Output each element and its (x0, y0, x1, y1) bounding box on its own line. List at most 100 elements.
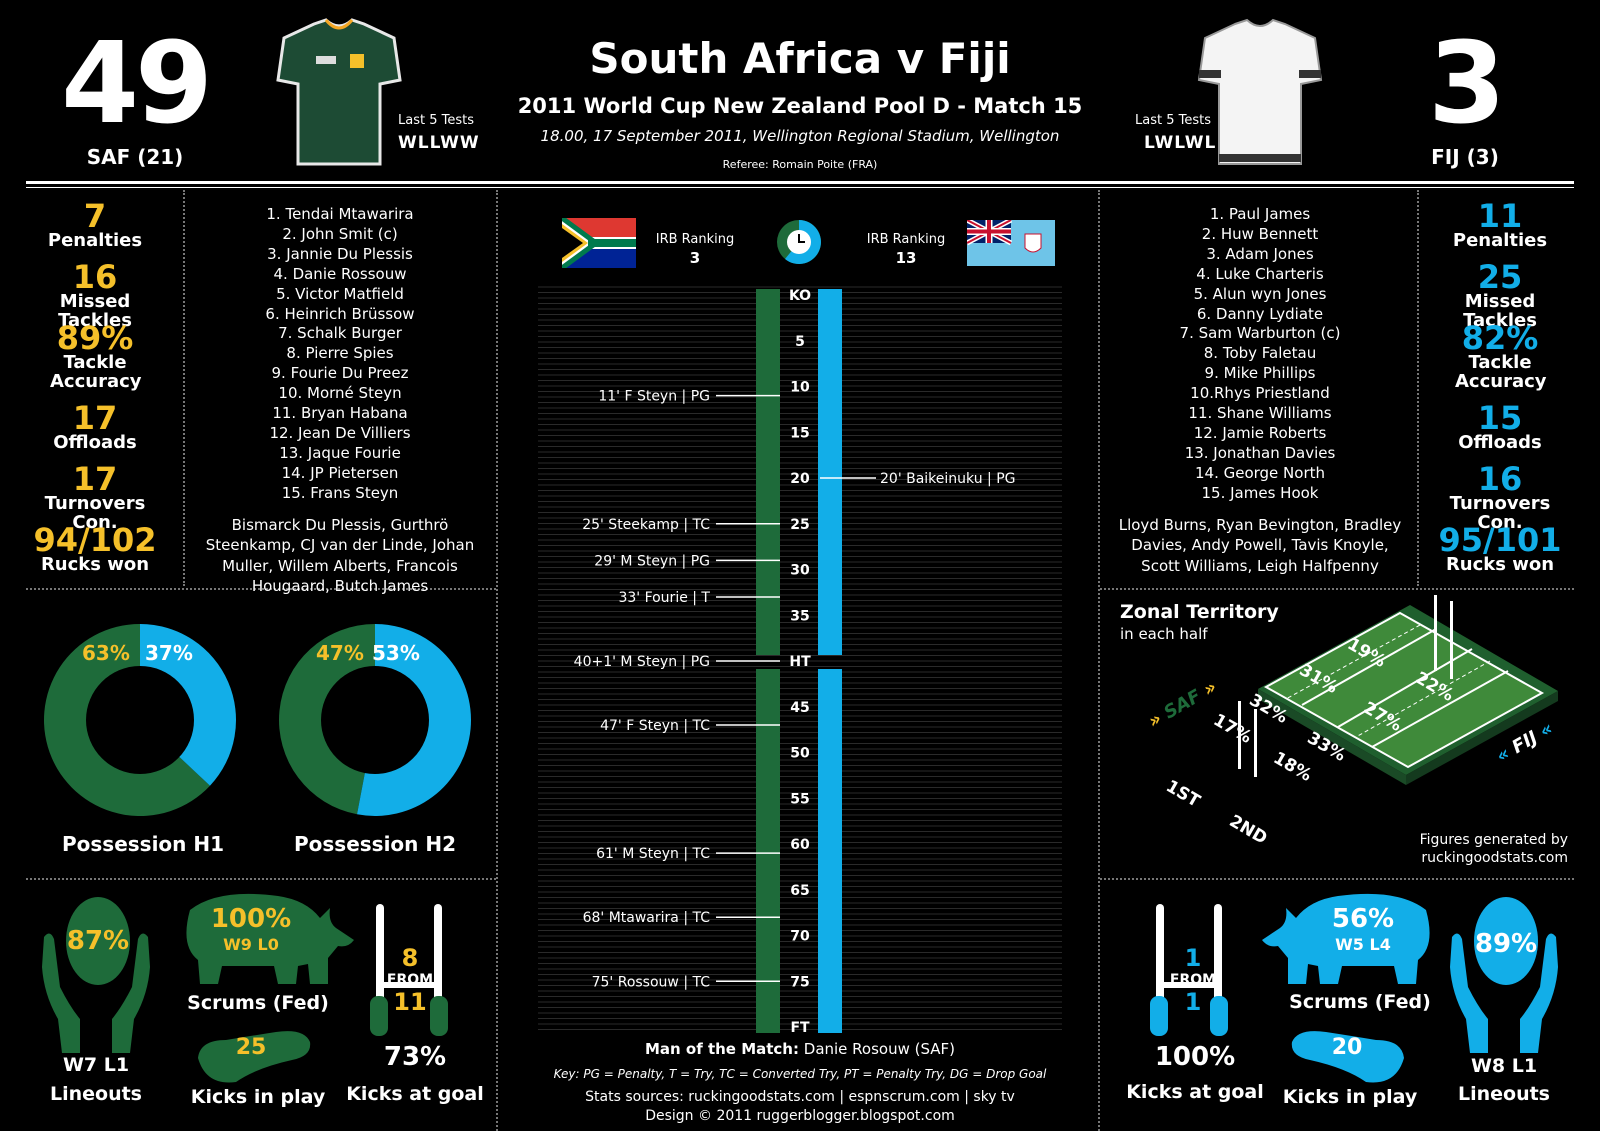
possession-h1-home-pct: 63% (82, 641, 130, 665)
away-scrums-label: Scrums (Fed) (1289, 991, 1431, 1013)
home-irb-label: IRB Ranking (655, 232, 735, 247)
away-scrums-record: W5 L4 (1335, 935, 1391, 954)
stopwatch-icon (777, 220, 821, 264)
away-lineouts-label: Lineouts (1457, 1083, 1550, 1105)
man-of-the-match: Man of the Match: Danie Rosouw (SAF) (644, 1040, 956, 1058)
home-score-event: 68' Mtawarira | TC (583, 910, 711, 926)
territory-credit-1: Figures generated by (1419, 832, 1568, 848)
home-kicks-in-play-label: Kicks in play (190, 1086, 326, 1108)
away-kicks-goal-made: 1 (1184, 944, 1202, 972)
away-stat-missed-tackles: 25 Missed Tackles (1463, 258, 1537, 331)
territory-zone-labels: 17% 32% 31% 19% 18% 33% 27% 22% (1110, 595, 1570, 855)
home-player: 1. Tendai Mtawarira (266, 205, 414, 223)
home-player: 8. Pierre Spies (286, 344, 394, 363)
home-stat-rucks: 94/102 Rucks won (33, 521, 157, 575)
fiji-flag-icon (967, 220, 1055, 266)
home-kick-boot-icon (198, 1031, 311, 1083)
key-legend: Key: PG = Penalty, T = Try, TC = Convert… (553, 1067, 1047, 1081)
home-lineout-hands-icon (42, 897, 150, 1053)
home-kicks-goal-attempts: 11 (393, 988, 427, 1016)
timeline-tick-label: 50 (790, 746, 810, 762)
away-score-event: 20' Baikeinuku | PG (880, 471, 1016, 487)
home-lineouts-pct: 87% (66, 926, 130, 956)
home-player: 14. JP Pietersen (281, 463, 399, 482)
away-last5-title: Last 5 Tests (1135, 113, 1211, 128)
away-jersey-icon (1197, 18, 1323, 165)
away-stat-tackle-accuracy: 82% Tackle Accuracy (1455, 319, 1547, 392)
away-team-label: FIJ (3) (1431, 145, 1499, 169)
home-score-event: 75' Rossouw | TC (592, 974, 711, 990)
home-lineup: 1. Tendai Mtawarira 2. John Smit (c) 3. Ja… (190, 205, 490, 597)
possession-h2-home-pct: 47% (316, 641, 364, 665)
home-score-event: 25' Steekamp | TC (582, 517, 710, 533)
page-subtitle: 2011 World Cup New Zealand Pool D - Matc… (517, 94, 1083, 118)
territory-title: Zonal Territory (1120, 601, 1279, 623)
home-lineouts-record: W7 L1 (62, 1054, 130, 1076)
away-player: 15. James Hook (1201, 483, 1319, 502)
away-player: 6. Danny Lydiate (1196, 304, 1324, 323)
away-kicks-in-play-label: Kicks in play (1282, 1086, 1418, 1108)
away-player: 4. Luke Charteris (1196, 264, 1324, 283)
possession-h2-label: Possession H2 (293, 832, 457, 856)
timeline-tick-label: 35 (790, 608, 809, 624)
home-irb-rank: 3 (689, 249, 701, 267)
away-kicks-goal-label: Kicks at goal (1126, 1081, 1264, 1103)
timeline-tick-label: 60 (790, 837, 810, 853)
home-player: 15. Frans Steyn (281, 483, 399, 502)
home-team-label: SAF (21) (86, 145, 184, 169)
away-player: 3. Adam Jones (1206, 244, 1314, 263)
away-player: 2. Huw Bennett (1201, 224, 1319, 243)
home-kicks-goal-from: FROM (386, 972, 434, 988)
territory-second-half-zone: 27% (1359, 698, 1405, 736)
away-irb-label: IRB Ranking (866, 232, 946, 247)
timeline-tick-label: 25 (790, 517, 809, 533)
territory-pitch (1238, 595, 1558, 785)
timeline-tick-label: 10 (790, 380, 810, 396)
home-timeline-bar-h1 (756, 289, 780, 655)
possession-h1-chart (44, 624, 237, 816)
possession-h1-label: Possession H1 (61, 832, 225, 856)
home-player: 12. Jean De Villiers (269, 423, 411, 442)
territory-first-half-zone: 19% (1343, 634, 1389, 672)
timeline-tick-label: 20 (790, 471, 810, 487)
home-kicks-goal-pct: 73% (383, 1042, 447, 1072)
away-kicks-in-play: 20 (1331, 1035, 1363, 1060)
possession-h1-away-pct: 37% (145, 641, 193, 665)
home-kicks-goal-made: 8 (401, 944, 419, 972)
away-kicks-goal-from: FROM (1169, 972, 1217, 988)
home-player: 7. Schalk Burger (278, 324, 402, 343)
away-stats: 11 Penalties 25 Missed Tackles 82% Tackl… (1425, 200, 1575, 575)
home-stats: 7 Penalties 16 Missed Tackles 89% Tackle… (20, 200, 170, 575)
away-player: 7. Sam Warburton (c) (1179, 324, 1341, 343)
home-stat-penalties: 7 Penalties (47, 197, 143, 251)
territory-subtitle: in each half (1120, 625, 1208, 643)
divider-right-bottom (1100, 878, 1574, 880)
home-player: 11. Bryan Habana (272, 404, 408, 423)
home-score: 49 (61, 19, 213, 149)
territory-second-half-zone: 22% (1411, 668, 1457, 706)
away-timeline-bar-h1 (818, 289, 842, 655)
away-bench: Lloyd Burns, Ryan Bevington, Bradley Dav… (1118, 515, 1402, 575)
timeline-tick-label: 5 (795, 334, 805, 350)
away-timeline-bar-h2 (818, 669, 842, 1033)
home-player: 6. Heinrich Brüssow (265, 304, 415, 323)
home-score-event: 47' F Steyn | TC (600, 718, 710, 734)
home-kicks-goal-label: Kicks at goal (346, 1083, 484, 1105)
timeline-tick-label: 45 (790, 700, 809, 716)
home-player-list: 1. Tendai Mtawarira 2. John Smit (c) 3. Ja… (190, 205, 490, 504)
home-scrums-pct: 100% (210, 904, 292, 934)
away-kick-boot-icon (1291, 1031, 1404, 1083)
territory-second-half-zone: 33% (1303, 728, 1349, 766)
territory-first-half-zone: 32% (1245, 690, 1291, 728)
home-timeline-bar-h2 (756, 669, 780, 1033)
divider-right-stats (1417, 190, 1419, 586)
home-player: 9. Fourie Du Preez (271, 364, 409, 383)
home-scrums-label: Scrums (Fed) (187, 992, 329, 1014)
home-player: 2. John Smit (c) (282, 224, 398, 243)
away-scrum-rhino-icon (1262, 893, 1430, 984)
home-score-event: 33' Fourie | T (618, 590, 710, 606)
possession-h2-chart (278, 624, 471, 816)
divider-left-center (496, 190, 498, 1131)
home-scrum-rhino-icon (186, 893, 354, 984)
away-last5: LWLWL (1144, 133, 1217, 153)
